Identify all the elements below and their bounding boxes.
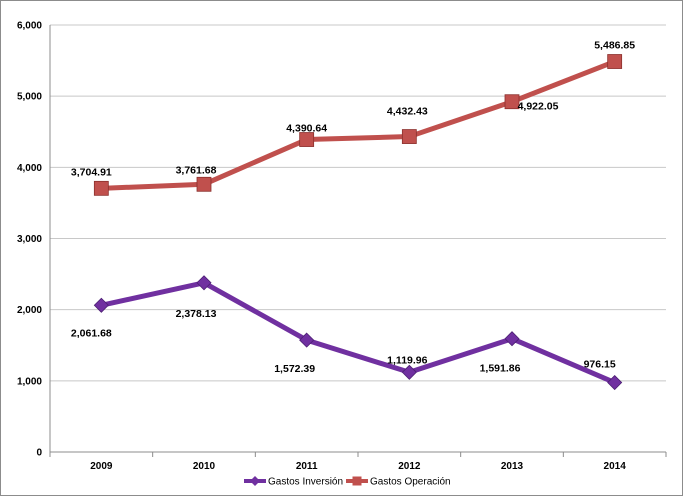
data-label: 1,591.86 (480, 363, 521, 375)
x-tick-label: 2012 (398, 461, 421, 472)
series-line (98, 280, 618, 386)
data-label: 2,061.68 (71, 327, 112, 339)
data-point (299, 332, 315, 348)
data-point (401, 364, 417, 380)
y-tick-label: 3,000 (17, 234, 42, 245)
data-point (299, 132, 315, 147)
data-point (93, 297, 109, 313)
data-label: 3,761.68 (176, 164, 217, 176)
x-tick-label: 2011 (296, 461, 318, 472)
data-label: 1,119.96 (387, 354, 427, 366)
y-tick-label: 4,000 (17, 163, 42, 174)
y-tick-label: 5,000 (17, 92, 42, 103)
data-point (196, 275, 212, 291)
data-point (93, 180, 109, 196)
y-tick-label: 0 (36, 448, 42, 459)
data-label: 1,572.39 (274, 363, 315, 375)
x-tick-label: 2013 (501, 461, 524, 472)
data-label: 976.15 (584, 359, 616, 371)
data-point (504, 94, 520, 110)
data-point (607, 54, 623, 69)
x-tick-label: 2009 (90, 461, 113, 472)
data-label: 3,704.91 (71, 166, 112, 178)
legend-marker (352, 476, 362, 486)
y-tick-label: 6,000 (17, 21, 42, 32)
data-label: 5,486.85 (594, 40, 635, 52)
series-line (98, 59, 618, 191)
legend-marker (250, 476, 260, 486)
y-tick-label: 1,000 (17, 376, 42, 387)
data-label: 4,922.05 (518, 101, 559, 113)
legend-label: Gastos Inversión (268, 477, 343, 488)
data-point (401, 129, 417, 144)
x-tick-label: 2014 (604, 461, 627, 472)
legend-label: Gastos Operación (370, 477, 451, 488)
data-label: 4,432.43 (387, 106, 428, 118)
y-tick-label: 2,000 (17, 305, 42, 316)
data-point (504, 331, 520, 347)
data-point (196, 176, 212, 192)
x-tick-label: 2010 (193, 461, 216, 472)
data-point (607, 374, 623, 391)
data-label: 4,390.64 (286, 123, 327, 135)
data-label: 2,378.13 (176, 308, 217, 320)
